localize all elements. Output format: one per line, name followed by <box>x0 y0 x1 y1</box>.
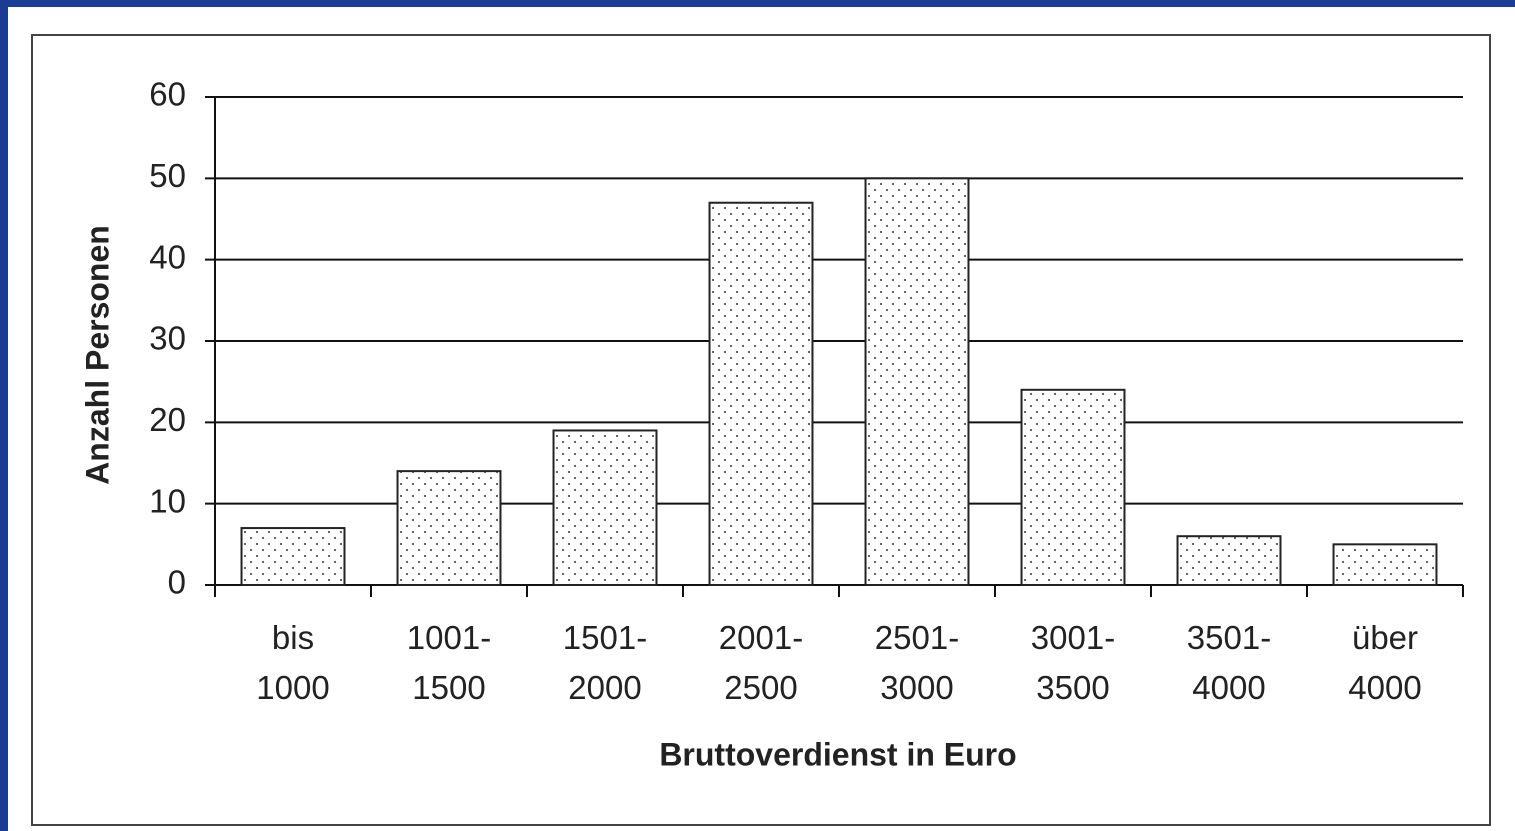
x-tick-label: 2501-3000 <box>875 619 959 706</box>
bar <box>552 429 658 587</box>
y-tick-label: 10 <box>149 482 186 519</box>
x-tick-label: 1501-2000 <box>563 619 647 706</box>
bar <box>864 177 970 586</box>
x-axis-title: Bruttoverdienst in Euro <box>659 736 1016 772</box>
x-tick-label: 3001-3500 <box>1031 619 1115 706</box>
y-tick-label: 20 <box>149 401 186 438</box>
chart: Bruttoverdienst in Euro Anzahl Personen … <box>31 34 1491 826</box>
x-tick-label: 3501-4000 <box>1187 619 1271 706</box>
y-tick-label: 0 <box>168 564 186 601</box>
x-tick-label: über 4000 <box>1348 619 1421 706</box>
y-tick-label: 30 <box>149 320 186 357</box>
chart-frame <box>31 34 1491 826</box>
bar <box>1332 543 1438 586</box>
bar <box>708 201 814 586</box>
background: Bruttoverdienst in Euro Anzahl Personen … <box>8 7 1515 831</box>
y-tick-label: 50 <box>149 157 186 194</box>
y-tick-label: 60 <box>149 76 186 113</box>
bar <box>1020 388 1126 586</box>
bar <box>396 470 502 586</box>
x-tick-label: bis 1000 <box>256 619 329 706</box>
bar <box>1176 535 1282 587</box>
bar <box>240 527 346 586</box>
y-axis-title: Anzahl Personen <box>79 225 115 485</box>
x-tick-label: 2001-2500 <box>719 619 803 706</box>
y-tick-label: 40 <box>149 238 186 275</box>
x-tick-label: 1001-1500 <box>407 619 491 706</box>
